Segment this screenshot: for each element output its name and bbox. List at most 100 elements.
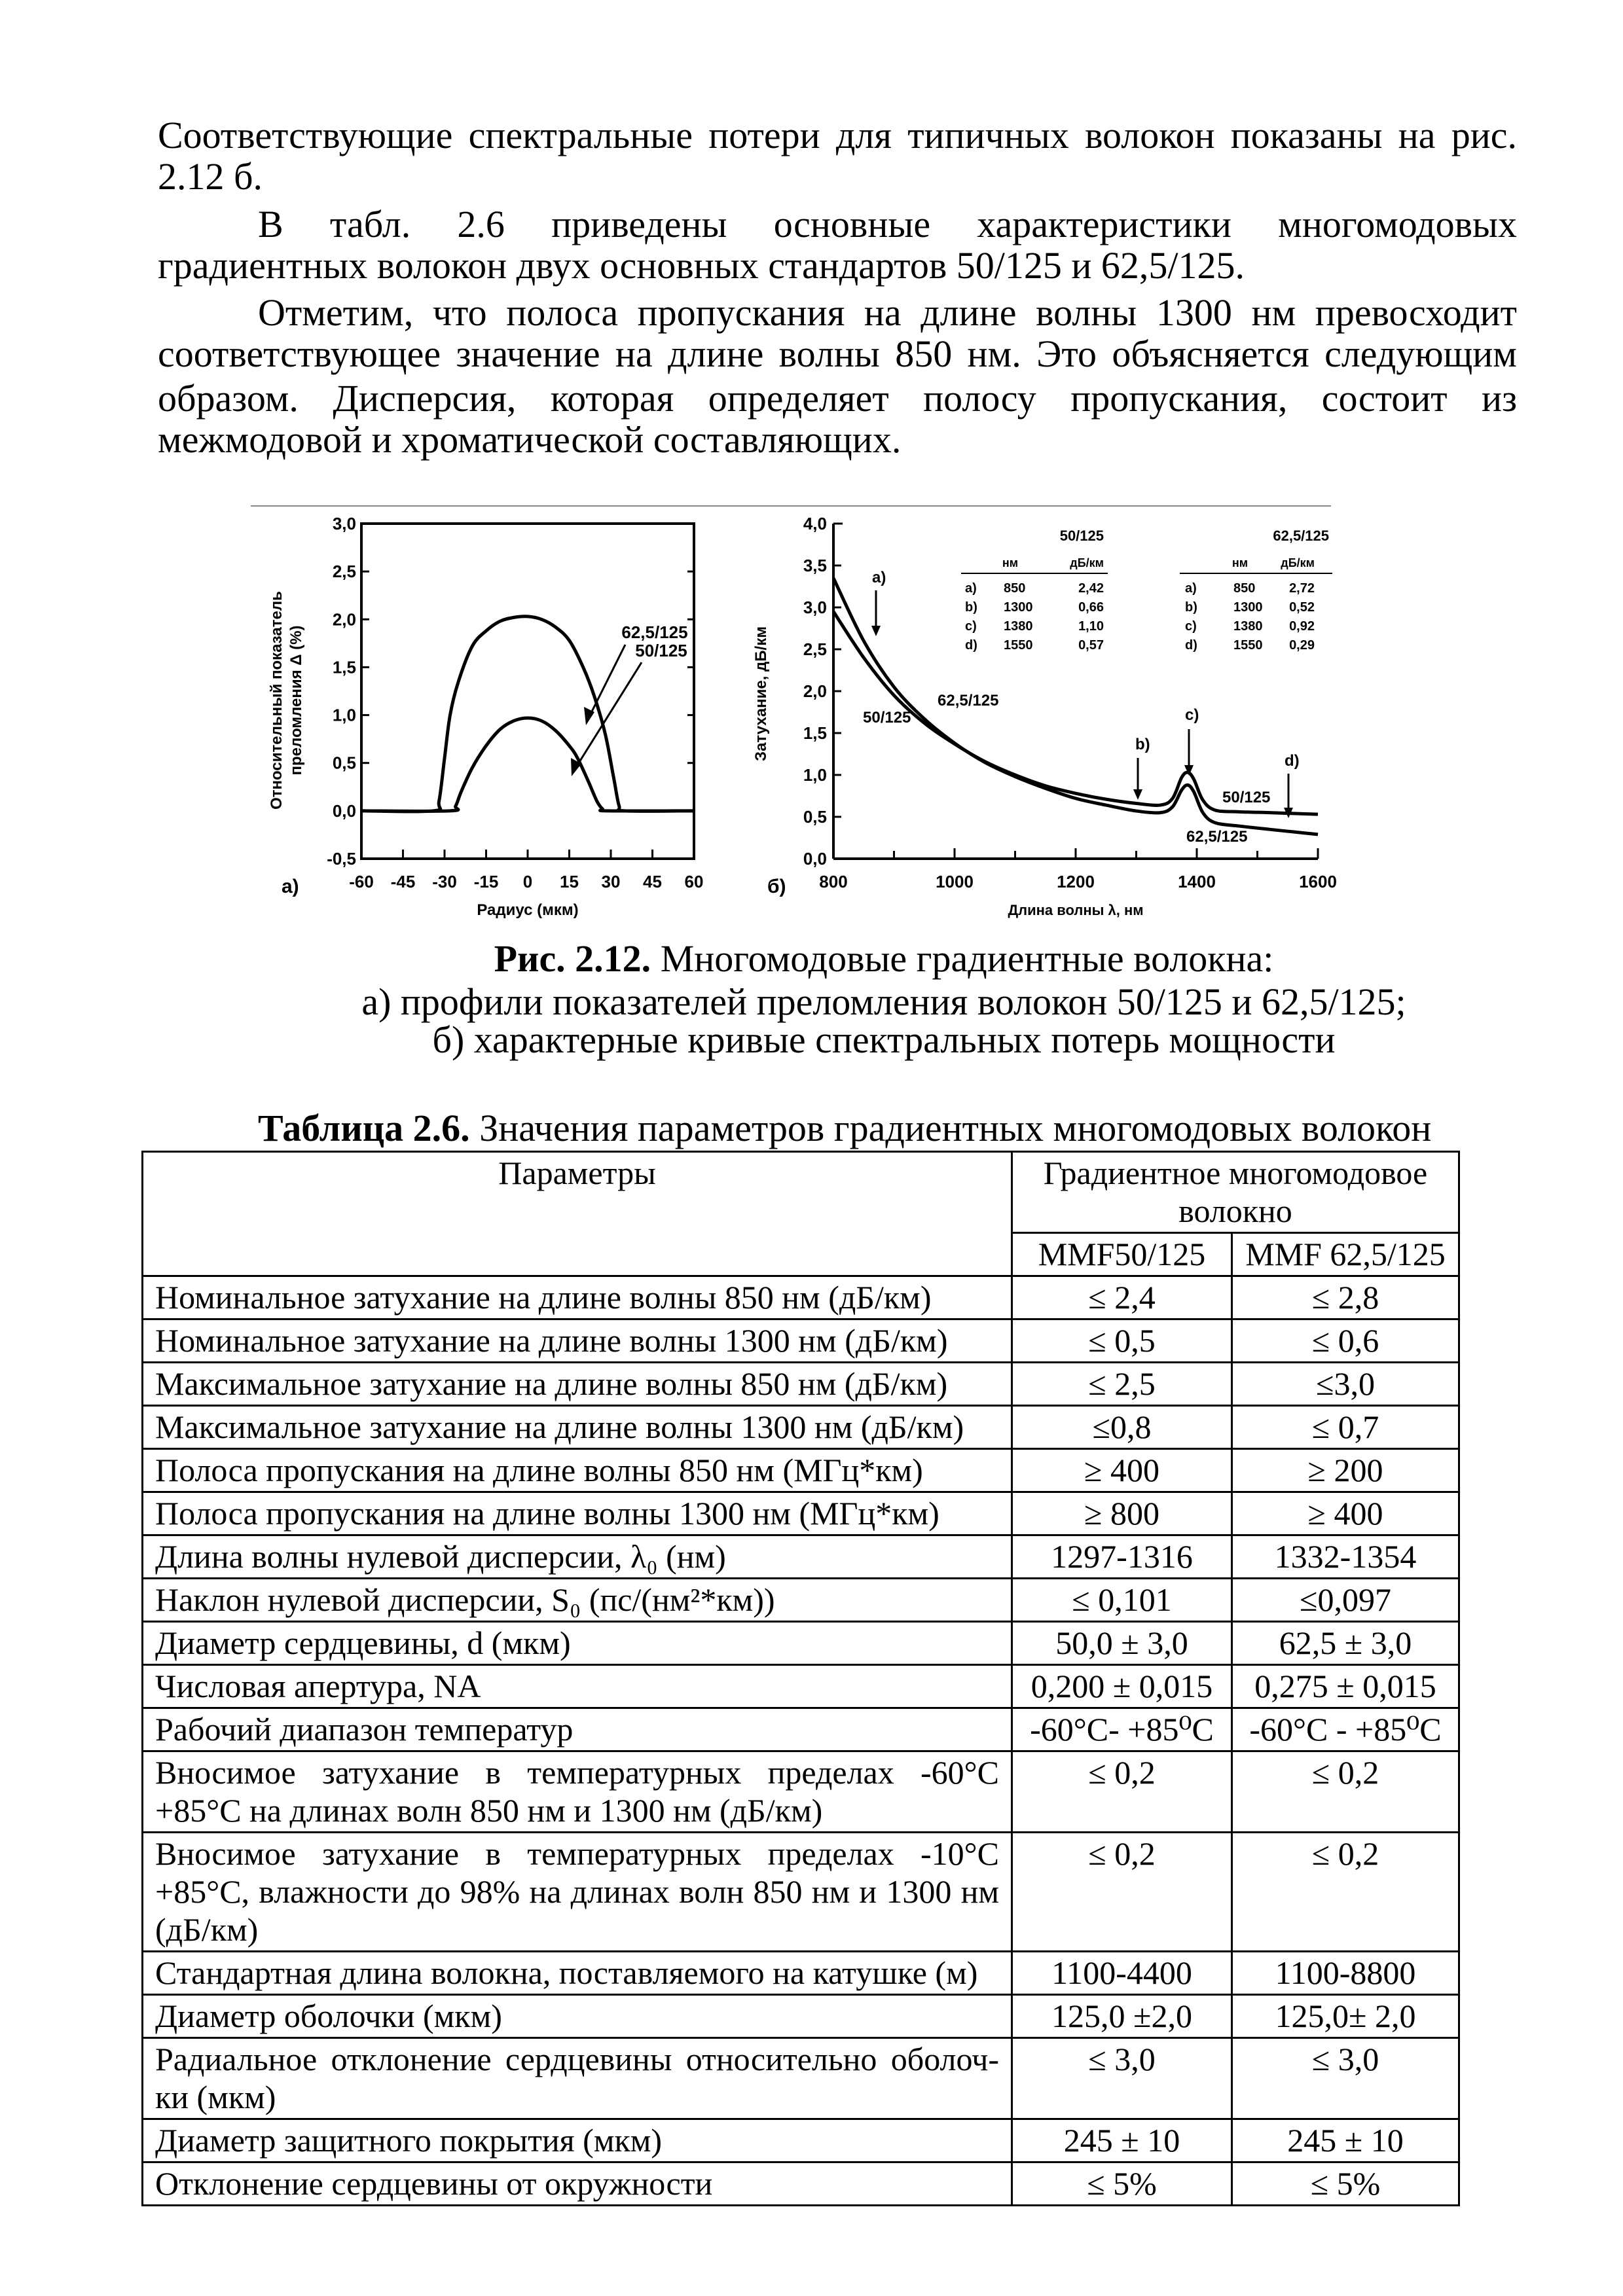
mmf50-value-cell: 0,200 ± 0,015 [1011, 1664, 1233, 1709]
inset-group-title: 50/125 [1060, 528, 1104, 544]
mmf50-value-cell: 245 ± 10 [1011, 2118, 1233, 2163]
x-tick-label: 1200 [1057, 872, 1095, 891]
chart-refractive-index-profile: -0,5 0,0 0,5 1,0 1,5 2,0 2,5 3,0 -60 -45 -30 -15 0 15… [268, 514, 704, 919]
header-parameters: Параметры [141, 1151, 1013, 1277]
mmf50-value-cell: ≤0,8 [1011, 1405, 1233, 1450]
marker-arrow-head [1184, 765, 1194, 776]
mmf50-value-cell: 1100-4400 [1011, 1950, 1233, 1996]
text-line: образом. Дисперсия, которая определяет п… [158, 377, 1517, 420]
parameter-cell: Стандартная длина волокна, поставляемого… [141, 1950, 1013, 1996]
table-subheader-row: MMF50/125 MMF 62,5/125 [143, 1232, 1461, 1277]
text-line: Отметим, что полоса пропускания на длине… [258, 291, 1517, 334]
inset-marker: a) [965, 581, 977, 596]
inset-col-db: дБ/км [1070, 556, 1104, 569]
mmf62-value-cell: ≤ 0,2 [1230, 1831, 1461, 1952]
x-tick-label: 800 [819, 872, 847, 891]
y-tick-label: 2,5 [803, 639, 827, 659]
panel-label: а) [282, 876, 299, 897]
table-row: Радиальное отклонение сердцевины относит… [141, 2037, 1461, 2120]
inset-wavelength: 1380 [1233, 619, 1263, 634]
parameter-cell: Радиальное отклонение сердцевины относит… [141, 2037, 1013, 2120]
mmf62-value-cell: ≤ 5% [1230, 2161, 1461, 2206]
mmf50-value-cell: ≥ 400 [1011, 1448, 1233, 1493]
mmf62-value-cell: 0,275 ± 0,015 [1230, 1664, 1461, 1709]
text-line: межмодовой и хроматической составляющих. [158, 418, 902, 461]
inset-marker: c) [1185, 619, 1197, 634]
x-tick-label: 45 [643, 872, 662, 891]
inset-marker: a) [1185, 581, 1197, 596]
table-row: Диаметр оболочки (мкм) 125,0 ±2,0 125,0± 2… [141, 1994, 1461, 2039]
table-label: Таблица 2.6. [258, 1107, 470, 1149]
series-line-62-5-125 [831, 577, 1319, 836]
marker-label: d) [1285, 752, 1300, 770]
table-row: Рабочий диапазон температур -60°C- +85⁰C -… [141, 1707, 1461, 1752]
parameter-cell: Полоса пропускания на длине волны 1300 н… [141, 1491, 1013, 1536]
inset-marker: b) [1185, 600, 1197, 615]
table-row: Вносимое затухание в температурных преде… [141, 1831, 1461, 1952]
table-row: Максимальное затухание на длине волны 13… [141, 1405, 1461, 1450]
table-header-row: Параметры Градиентное многомодовое волок… [141, 1151, 1461, 1277]
x-tick-label: 0 [523, 872, 532, 891]
mmf50-value-cell: ≤ 0,2 [1011, 1831, 1233, 1952]
text-line: соответствующее значение на длине волны … [158, 332, 1517, 375]
annotation-62-5-125: 62,5/125 [621, 622, 687, 642]
panel-label: б) [767, 876, 786, 897]
marker-arrow-head [871, 626, 881, 636]
y-axis-label: Относительный показатель [268, 591, 285, 810]
marker-arrow-head [1284, 808, 1293, 818]
table-title: Таблица 2.6. Значения параметров градиен… [258, 1107, 1431, 1149]
caption-line-b: б) характерные кривые спектральных потер… [432, 1018, 1336, 1061]
y-axis-label: Затухание, дБ/км [752, 626, 770, 761]
mmf62-value-cell: 1332-1354 [1230, 1534, 1461, 1579]
curve-label: 62,5/125 [938, 692, 998, 709]
y-tick-label: 0,5 [803, 807, 827, 827]
table-row: Номинальное затухание на длине волны 850… [141, 1275, 1461, 1320]
parameter-cell: Вносимое затухание в температурных преде… [141, 1750, 1013, 1833]
caption-title: Многомодовые градиентные волокна: [651, 937, 1274, 980]
parameter-cell: Максимальное затухание на длине волны 85… [141, 1361, 1013, 1407]
y-tick-label: 2,0 [333, 609, 356, 629]
annotation-arrow-head [571, 758, 581, 776]
mmf50-value-cell: ≤ 2,5 [1011, 1361, 1233, 1407]
table-row: Стандартная длина волокна, поставляемого… [141, 1950, 1461, 1996]
inset-col-nm: нм [1002, 556, 1018, 569]
parameter-cell: Полоса пропускания на длине волны 850 нм… [141, 1448, 1013, 1493]
table-row: Наклон нулевой дисперсии, S₀ (пс/(нм²*км… [141, 1577, 1461, 1623]
mmf62-value-cell: ≥ 400 [1230, 1491, 1461, 1536]
mmf62-value-cell: ≤ 0,2 [1230, 1750, 1461, 1833]
parameter-cell: Диаметр сердцевины, d (мкм) [141, 1621, 1013, 1666]
parameter-cell: Наклон нулевой дисперсии, S₀ (пс/(нм²*км… [141, 1577, 1013, 1623]
mmf50-value-cell: -60°C- +85⁰C [1011, 1707, 1233, 1752]
x-tick-label: 15 [560, 872, 579, 891]
parameter-cell: Диаметр защитного покрытия (мкм) [141, 2118, 1013, 2163]
mmf50-value-cell: 50,0 ± 3,0 [1011, 1621, 1233, 1666]
y-tick-label: 1,5 [333, 657, 356, 677]
curve-label: 50/125 [1222, 789, 1270, 806]
marker-arrow-head [1133, 789, 1142, 800]
mmf62-value-cell: ≤3,0 [1230, 1361, 1461, 1407]
y-tick-label: 4,0 [803, 514, 827, 533]
x-tick-label: 1000 [936, 872, 974, 891]
parameter-cell: Числовая апертура, NA [141, 1664, 1013, 1709]
table-row: Диаметр защитного покрытия (мкм) 245 ± 10… [141, 2118, 1461, 2163]
y-tick-label: 1,0 [333, 706, 356, 725]
y-tick-label: 2,5 [333, 562, 356, 581]
annotation-arrow [588, 644, 627, 717]
inset-marker: b) [965, 600, 977, 615]
text-line: Соответствующие спектральные потери для … [158, 114, 1517, 156]
y-tick-label: 1,0 [803, 765, 827, 785]
mmf62-value-cell: ≤ 3,0 [1230, 2037, 1461, 2120]
inset-loss: 2,72 [1289, 581, 1315, 596]
mmf62-value-cell: 62,5 ± 3,0 [1230, 1621, 1461, 1666]
x-tick-label: 60 [685, 872, 704, 891]
y-tick-label: 3,5 [803, 556, 827, 575]
x-tick-label: -60 [349, 872, 374, 891]
mmf50-value-cell: ≤ 3,0 [1011, 2037, 1233, 2120]
mmf50-value-cell: ≤ 0,101 [1011, 1577, 1233, 1623]
caption-label: Рис. 2.12. [494, 937, 651, 980]
inset-loss: 0,52 [1289, 600, 1315, 615]
inset-loss: 2,42 [1078, 581, 1104, 596]
marker-label: b) [1135, 736, 1150, 753]
x-tick-label: -15 [474, 872, 499, 891]
parameter-cell: Диаметр оболочки (мкм) [141, 1994, 1013, 2039]
